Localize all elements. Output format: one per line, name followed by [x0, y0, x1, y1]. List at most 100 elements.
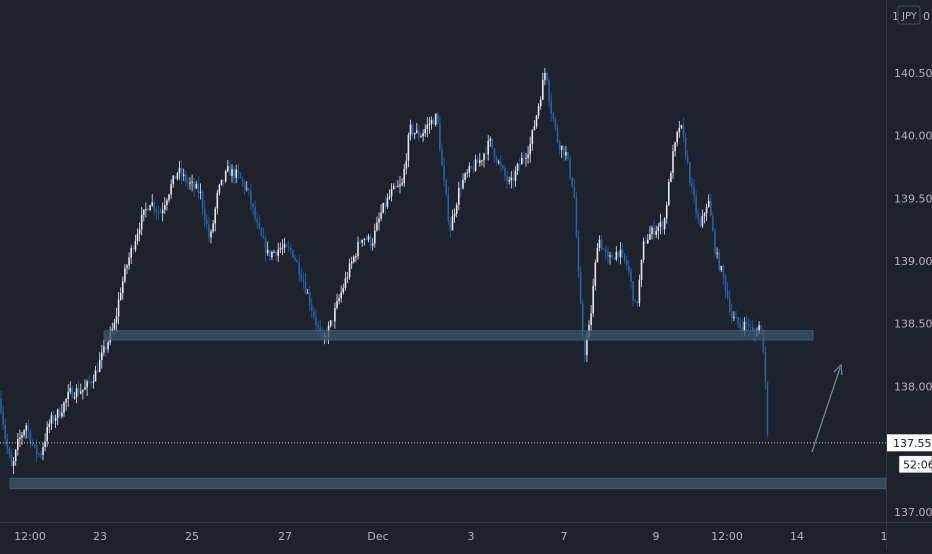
support-resistance-zone[interactable]	[9, 477, 887, 490]
candle-up	[676, 131, 678, 143]
candle-down	[180, 167, 183, 176]
candle-up	[344, 278, 347, 288]
candle-up	[329, 320, 332, 326]
candle-up	[115, 316, 118, 323]
candle-up	[140, 214, 143, 230]
candle-up	[189, 182, 191, 184]
candle-down	[250, 190, 252, 204]
candle-up	[468, 166, 471, 173]
price-tick-label: 138.000	[894, 380, 932, 393]
candle-up	[659, 221, 662, 227]
candle-down	[317, 325, 319, 328]
candle-down	[445, 179, 447, 195]
candle-up	[178, 167, 181, 173]
candle-up	[371, 243, 374, 246]
candle-up	[224, 171, 227, 182]
candle-down	[546, 72, 548, 81]
candle-down	[59, 409, 61, 417]
candle-up	[25, 425, 27, 431]
candle-up	[145, 208, 147, 210]
candle-up	[164, 205, 166, 210]
candle-down	[766, 381, 769, 434]
candle-up	[245, 188, 248, 190]
candle-up	[594, 262, 597, 286]
candle-down	[630, 271, 632, 282]
candle-up	[117, 299, 120, 317]
candle-up	[483, 153, 485, 161]
candle-down	[237, 169, 240, 174]
currency-right-glyph: 0	[923, 10, 930, 23]
candle-up	[84, 387, 86, 390]
candle-up	[382, 202, 384, 213]
candle-up	[357, 242, 359, 257]
candle-down	[201, 191, 204, 209]
candle-down	[745, 321, 748, 324]
candle-up	[69, 388, 72, 392]
candle-up	[103, 346, 105, 353]
candle-up	[619, 249, 622, 258]
candle-down	[233, 169, 235, 178]
candle-up	[655, 231, 657, 235]
candle-down	[602, 248, 605, 250]
candle-down	[4, 424, 6, 440]
price-tick-label: 140.500	[894, 67, 932, 80]
candle-up	[143, 209, 145, 215]
candle-up	[516, 164, 519, 171]
candle-down	[77, 388, 80, 394]
last-price-value: 137.551	[893, 437, 932, 450]
candle-down	[523, 157, 525, 159]
candle-up	[283, 244, 286, 248]
support-resistance-zone[interactable]	[103, 330, 814, 341]
candle-up	[168, 194, 170, 201]
candle-down	[275, 251, 277, 256]
candle-up	[413, 132, 416, 135]
candle-up	[128, 257, 130, 266]
candle-up	[124, 268, 126, 282]
candle-up	[161, 209, 164, 213]
candle-down	[472, 167, 475, 171]
candle-up	[609, 255, 611, 257]
candle-up	[481, 160, 483, 162]
candle-up	[48, 423, 51, 428]
candle-down	[88, 381, 90, 383]
candle-down	[313, 310, 315, 318]
candle-down	[558, 141, 561, 150]
candle-up	[216, 192, 219, 209]
candle-down	[90, 381, 93, 383]
candle-up	[367, 236, 370, 240]
candle-up	[455, 204, 458, 214]
currency-selector[interactable]: 1 JPY 0	[892, 5, 930, 25]
candle-down	[554, 119, 557, 128]
projection-arrow[interactable]	[811, 363, 843, 453]
candle-up	[61, 412, 63, 417]
candle-down	[147, 208, 149, 211]
candle-down	[411, 124, 414, 135]
time-tick-label: 7	[561, 530, 568, 543]
candle-up	[390, 189, 393, 197]
candle-down	[495, 157, 498, 163]
candle-up	[340, 292, 342, 299]
candle-down	[269, 249, 271, 258]
candle-down	[653, 227, 655, 235]
candle-down	[38, 453, 40, 455]
candle-up	[434, 114, 437, 125]
candle-up	[705, 206, 708, 214]
candle-down	[661, 221, 664, 230]
candle-down	[611, 255, 613, 259]
candle-up	[182, 174, 185, 176]
candle-down	[308, 292, 311, 305]
time-axis-labels: 12:00 23 25 27 Dec 3 7 9 12:00 14 1	[14, 530, 887, 543]
candle-up	[527, 154, 529, 158]
candle-down	[502, 165, 504, 169]
candle-up	[149, 205, 151, 211]
candle-down	[682, 125, 685, 138]
candle-up	[235, 169, 237, 178]
candle-up	[17, 439, 19, 451]
candle-down	[710, 200, 712, 217]
price-tick-label: 138.500	[894, 318, 932, 331]
candle-down	[550, 100, 552, 114]
candle-up	[195, 183, 198, 189]
time-tick-label: 12:00	[14, 530, 46, 543]
